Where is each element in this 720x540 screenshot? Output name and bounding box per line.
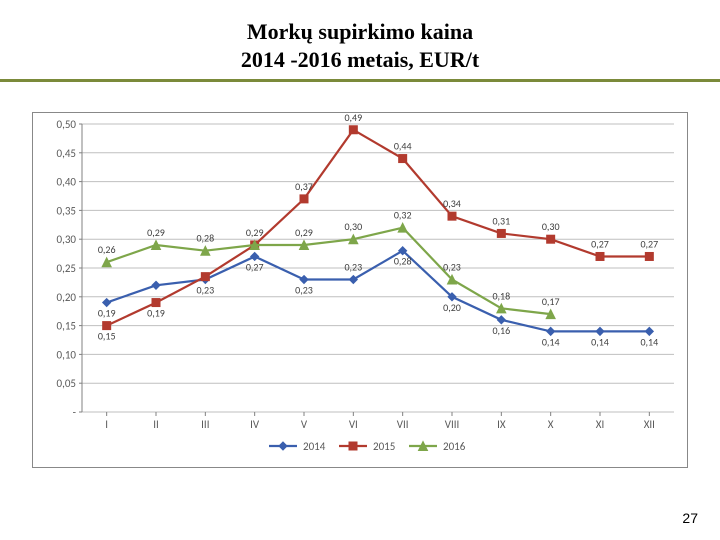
page-number: 27 xyxy=(682,510,698,526)
legend-label: 2016 xyxy=(443,440,466,453)
y-tick-label: - xyxy=(73,406,76,419)
series-marker-2015 xyxy=(645,252,653,260)
x-tick-label: IV xyxy=(250,418,260,431)
data-label: 0,14 xyxy=(542,335,560,348)
data-label: 0,37 xyxy=(295,180,313,193)
data-label: 0,23 xyxy=(443,261,461,274)
x-tick-label: X xyxy=(548,418,554,431)
data-label: 0,19 xyxy=(98,307,116,320)
data-label: 0,30 xyxy=(542,220,560,233)
y-tick-label: 0,10 xyxy=(57,348,77,361)
data-label: 0,14 xyxy=(591,335,609,348)
series-marker-2015 xyxy=(596,252,604,260)
data-label: 0,20 xyxy=(443,301,461,314)
series-marker-2015 xyxy=(497,229,505,237)
data-label: 0,18 xyxy=(492,289,510,302)
data-label: 0,31 xyxy=(492,214,510,227)
data-label: 0,29 xyxy=(295,226,313,239)
series-marker-2015 xyxy=(103,322,111,330)
title-underline xyxy=(0,79,720,82)
x-tick-label: V xyxy=(301,418,308,431)
x-tick-label: XII xyxy=(644,418,655,431)
data-label: 0,27 xyxy=(246,260,264,273)
series-marker-2015 xyxy=(349,126,357,134)
data-label: 0,44 xyxy=(394,140,412,153)
data-label: 0,29 xyxy=(147,226,165,239)
y-tick-label: 0,30 xyxy=(57,233,77,246)
data-label: 0,27 xyxy=(591,237,609,250)
x-tick-label: I xyxy=(105,418,108,431)
data-label: 0,23 xyxy=(196,284,214,297)
series-marker-2015 xyxy=(300,195,308,203)
data-label: 0,23 xyxy=(295,284,313,297)
y-tick-label: 0,05 xyxy=(57,377,76,390)
y-tick-label: 0,50 xyxy=(57,118,77,131)
series-marker-2015 xyxy=(547,235,555,243)
chart-title: Morkų supirkimo kaina 2014 -2016 metais,… xyxy=(0,0,720,73)
data-label: 0,26 xyxy=(98,243,116,256)
title-line-1: Morkų supirkimo kaina xyxy=(0,18,720,46)
series-marker-2015 xyxy=(152,299,160,307)
data-label: 0,28 xyxy=(196,232,214,245)
y-tick-label: 0,15 xyxy=(57,320,76,333)
data-label: 0,30 xyxy=(344,220,362,233)
data-label: 0,28 xyxy=(394,255,412,268)
x-tick-label: III xyxy=(201,418,209,431)
data-label: 0,49 xyxy=(344,112,362,124)
data-label: 0,27 xyxy=(640,237,658,250)
legend-label: 2014 xyxy=(303,440,326,453)
y-tick-label: 0,20 xyxy=(57,291,77,304)
legend-label: 2015 xyxy=(373,440,395,453)
x-tick-label: VIII xyxy=(445,418,460,431)
series-marker-2015 xyxy=(399,155,407,163)
series-marker-2015 xyxy=(448,212,456,220)
y-tick-label: 0,40 xyxy=(57,176,77,189)
data-label: 0,16 xyxy=(492,324,510,337)
x-tick-label: IX xyxy=(497,418,506,431)
y-tick-label: 0,45 xyxy=(57,147,76,160)
data-label: 0,14 xyxy=(640,335,658,348)
data-label: 0,32 xyxy=(394,209,412,222)
data-label: 0,17 xyxy=(542,295,560,308)
data-label: 0,15 xyxy=(98,330,116,343)
x-tick-label: II xyxy=(153,418,159,431)
data-label: 0,34 xyxy=(443,197,461,210)
y-tick-label: 0,25 xyxy=(57,262,76,275)
data-label: 0,23 xyxy=(344,261,362,274)
y-tick-label: 0,35 xyxy=(57,204,76,217)
title-line-2: 2014 -2016 metais, EUR/t xyxy=(0,46,720,74)
x-tick-label: VII xyxy=(397,418,409,431)
data-label: 0,29 xyxy=(246,226,264,239)
data-label: 0,19 xyxy=(147,307,165,320)
x-tick-label: VI xyxy=(349,418,358,431)
x-tick-label: XI xyxy=(596,418,604,431)
series-marker-2015 xyxy=(201,273,209,281)
line-chart: 0,50 0,45 0,40 0,35 0,30 0,25 0,20 0,15 0,10 0,05… xyxy=(32,112,688,468)
